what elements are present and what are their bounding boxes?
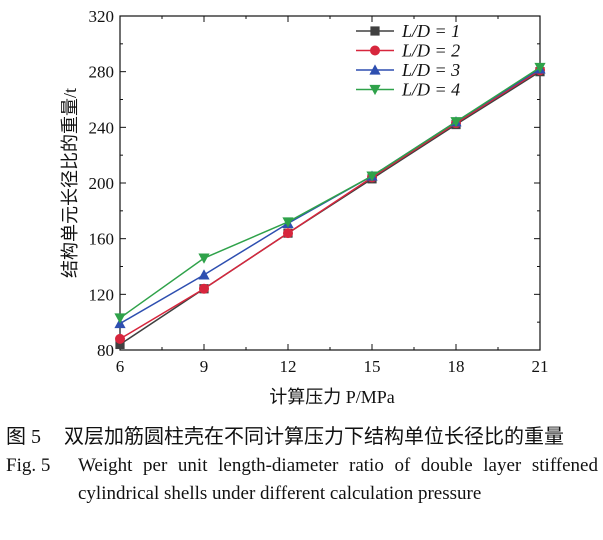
legend-entry: L/D = 2 (356, 41, 460, 61)
figure-caption-chinese: 图 5 双层加筋圆柱壳在不同计算压力下结构单位长径比的重量 (6, 420, 564, 449)
y-tick-label: 280 (89, 63, 115, 82)
legend-entry: L/D = 3 (356, 60, 460, 80)
legend-entry: L/D = 4 (356, 80, 460, 100)
legend-entry: L/D = 1 (356, 21, 460, 41)
x-tick-label: 18 (448, 357, 465, 376)
legend-label: L/D = 4 (401, 80, 460, 100)
x-axis-label: 计算压力 P/MPa (269, 387, 395, 407)
series-line (119, 66, 541, 319)
series-line (119, 68, 541, 325)
figure-label-chinese: 图 5 (6, 426, 41, 448)
figure-caption-english-text: Weight per unit length-diameter ratio of… (78, 455, 598, 504)
chart-legend: L/D = 1L/D = 2L/D = 3L/D = 4 (356, 21, 460, 100)
data-point (198, 253, 210, 264)
y-tick-label: 240 (89, 118, 115, 137)
data-point (115, 339, 125, 350)
x-tick-label: 9 (200, 357, 209, 376)
legend-swatch-marker (369, 84, 381, 96)
y-axis-label: 结构单元长径比的重量/t (60, 88, 80, 278)
figure-label-english: Fig. 5 (6, 455, 51, 476)
y-tick-label: 120 (89, 285, 115, 304)
series-lines (114, 62, 546, 350)
data-point (283, 228, 293, 239)
plot-axes: 6 9 12 15 18 21 80 120 160 200 240 280 320 (89, 7, 549, 376)
data-point (115, 333, 125, 344)
legend-swatch-marker (370, 45, 380, 56)
series-3 (114, 63, 546, 329)
x-tick-label: 6 (116, 357, 125, 376)
data-point (114, 313, 126, 324)
x-tick-label: 12 (280, 357, 297, 376)
data-point (282, 217, 294, 228)
plot-frame (119, 15, 541, 351)
y-tick-label: 160 (89, 230, 115, 249)
series-1 (115, 67, 545, 350)
y-tick-label: 320 (89, 7, 115, 26)
y-tick-label: 200 (89, 174, 115, 193)
data-point (450, 117, 462, 128)
data-point (198, 269, 210, 280)
series-4 (114, 62, 546, 324)
legend-swatch-marker (369, 64, 381, 75)
data-point (534, 62, 546, 74)
legend-label: L/D = 3 (401, 60, 460, 80)
legend-swatch-marker (370, 26, 380, 36)
y-tick-label: 80 (97, 341, 114, 360)
legend-label: L/D = 1 (401, 21, 460, 41)
figure-caption-chinese-text: 双层加筋圆柱壳在不同计算压力下结构单位长径比的重量 (64, 426, 564, 448)
data-point (366, 171, 378, 182)
x-tick-label: 15 (364, 357, 381, 376)
legend-label: L/D = 2 (401, 41, 460, 61)
figure-caption-english: Fig. 5 Weight per unit length-diameter r… (6, 452, 598, 508)
x-tick-label: 21 (532, 357, 549, 376)
series-line (119, 69, 541, 340)
series-line (119, 71, 541, 346)
data-point (199, 283, 209, 294)
